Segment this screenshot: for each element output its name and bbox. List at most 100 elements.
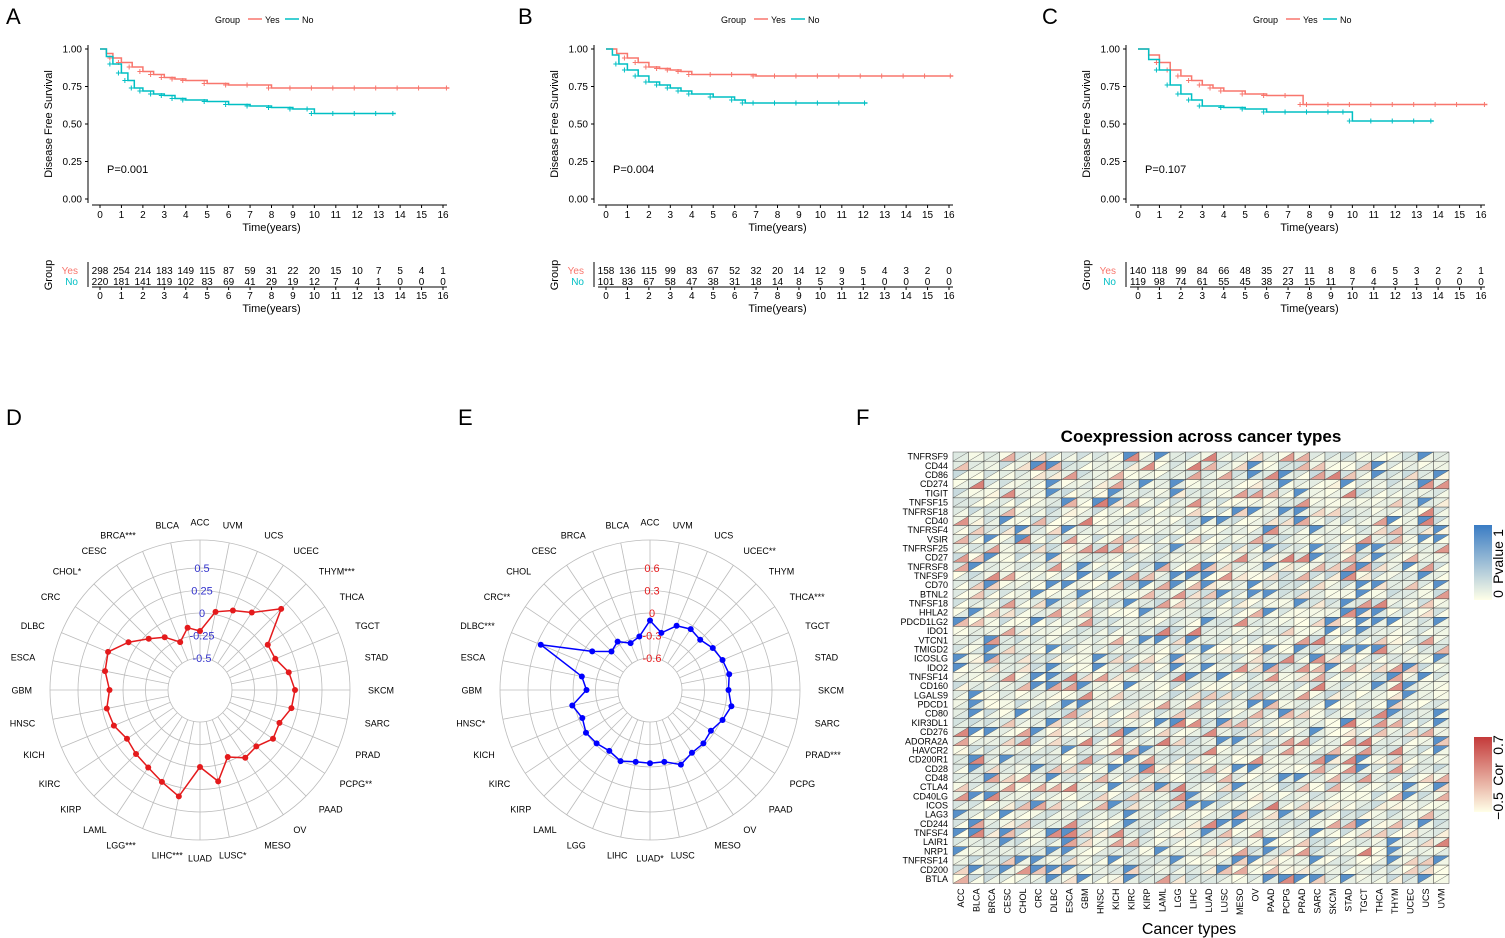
heatmap-cell-diagonal <box>1309 525 1326 535</box>
censor-mark-no <box>793 100 799 106</box>
radar-point <box>687 626 694 633</box>
x-tick-label: 5 <box>1242 210 1248 221</box>
risk-x-tick-label: 4 <box>1221 291 1227 302</box>
heatmap-cell-diagonal <box>1107 552 1124 563</box>
heatmap-cell-diagonal <box>1309 534 1326 544</box>
heatmap-cell-diagonal <box>952 506 969 517</box>
heatmap-cell-diagonal <box>1045 589 1062 600</box>
censor-mark-yes <box>686 72 692 77</box>
heatmap-cell-diagonal <box>1309 580 1326 590</box>
heatmap-cell-diagonal <box>1293 552 1310 563</box>
heatmap-cell-diagonal <box>1278 451 1295 462</box>
risk-count-no: 0 <box>1435 277 1441 288</box>
heatmap-cell-diagonal <box>1355 506 1372 517</box>
heatmap-cell-diagonal <box>1231 543 1248 554</box>
risk-count-yes: 15 <box>330 266 342 277</box>
heatmap-cell-diagonal <box>1402 488 1419 499</box>
heatmap-cell-diagonal <box>968 488 985 499</box>
risk-count-yes: 140 <box>1130 266 1147 277</box>
risk-count-no: 7 <box>333 277 339 288</box>
heatmap-cell-diagonal <box>968 506 985 517</box>
x-tick-label: 2 <box>646 210 652 221</box>
heatmap-cell-diagonal <box>1030 580 1047 590</box>
heatmap-cell-diagonal <box>1169 506 1186 517</box>
censor-mark-no <box>1175 91 1181 97</box>
risk-count-yes: 84 <box>1197 266 1209 277</box>
heatmap-cell-diagonal <box>1402 617 1419 627</box>
censor-mark-no <box>675 88 681 94</box>
radar-category-label: PRAD <box>355 750 381 760</box>
radar-point <box>647 617 653 624</box>
heatmap-cell-diagonal <box>1278 543 1295 554</box>
heatmap-cell-diagonal <box>1107 470 1124 480</box>
heatmap-cell-diagonal <box>1386 543 1403 554</box>
heatmap-cell-diagonal <box>1340 516 1357 526</box>
heatmap-cell-diagonal <box>1061 552 1078 563</box>
radar-category-label: ESCA <box>461 653 486 663</box>
risk-count-yes: 9 <box>839 266 845 277</box>
censor-mark-yes <box>793 73 799 79</box>
heatmap-cell-diagonal <box>1076 534 1093 544</box>
censor-mark-no <box>729 97 735 103</box>
heatmap-cell-diagonal <box>1262 617 1279 627</box>
heatmap-cell-diagonal <box>1216 571 1233 581</box>
risk-count-no: 119 <box>1130 277 1146 288</box>
x-tick-label: 5 <box>710 210 716 221</box>
risk-x-tick-label: 12 <box>352 291 364 302</box>
heatmap-cell-diagonal <box>1154 461 1171 471</box>
heatmap-cell-diagonal <box>983 506 1000 517</box>
heatmap-cell-diagonal <box>1216 607 1233 618</box>
heatmap-cell-diagonal <box>1355 516 1372 526</box>
heatmap-cell-diagonal <box>1371 506 1388 517</box>
heatmap-cell-diagonal <box>1107 598 1124 609</box>
heatmap-cell-diagonal <box>1386 461 1403 471</box>
heatmap-cell-diagonal <box>1185 543 1202 554</box>
heatmap-cell-diagonal <box>1371 516 1388 526</box>
radar-category-label: SARC <box>815 718 841 728</box>
x-tick-label: 11 <box>331 210 342 221</box>
risk-count-yes: 0 <box>946 266 952 277</box>
risk-count-no: 7 <box>1350 277 1356 288</box>
censor-mark-yes <box>266 85 271 91</box>
radar-point <box>537 641 544 648</box>
radar-category-label: DLBC*** <box>460 621 495 631</box>
heatmap-cell-diagonal <box>952 488 969 499</box>
censor-mark-no <box>686 91 692 97</box>
censor-mark-yes <box>900 73 906 79</box>
x-tick-label: 11 <box>837 210 848 221</box>
heatmap-cell-diagonal <box>1371 497 1388 508</box>
heatmap-cell-diagonal <box>983 571 1000 581</box>
heatmap-cell-diagonal <box>1355 451 1372 462</box>
heatmap-cell-diagonal <box>1324 497 1341 508</box>
heatmap-cell-diagonal <box>1433 451 1450 462</box>
censor-mark-no <box>122 78 128 83</box>
heatmap-cell-diagonal <box>1169 451 1186 462</box>
x-tick-label: 12 <box>1390 210 1402 221</box>
censor-mark-yes <box>1454 102 1460 107</box>
heatmap-cell-diagonal <box>1030 561 1047 572</box>
heatmap-cell-diagonal <box>1324 479 1341 489</box>
radar-point <box>177 639 184 646</box>
censor-mark-yes <box>1389 102 1395 107</box>
radar-category-label: BRCA*** <box>100 530 136 540</box>
heatmap-cell-diagonal <box>1200 543 1217 554</box>
radar-spoke <box>222 712 307 797</box>
heatmap-cell-diagonal <box>1014 461 1031 471</box>
heatmap-cell-diagonal <box>999 534 1016 544</box>
heatmap-cell-diagonal <box>1123 488 1140 499</box>
risk-x-tick-label: 15 <box>1454 291 1466 302</box>
heatmap-cell-diagonal <box>968 497 985 508</box>
x-tick-label: 13 <box>879 210 891 221</box>
heatmap-cell-diagonal <box>1278 552 1295 563</box>
heatmap-cell-diagonal <box>1340 451 1357 462</box>
heatmap-cell-diagonal <box>1092 479 1109 489</box>
radar-spoke <box>661 551 708 661</box>
radar-category-label: UCS <box>264 530 283 540</box>
heatmap-cell-diagonal <box>1154 497 1171 508</box>
heatmap-cell-diagonal <box>999 617 1016 627</box>
heatmap-cell-diagonal <box>1247 598 1264 609</box>
heatmap-cell-diagonal <box>952 617 969 627</box>
heatmap-cell-diagonal <box>1433 552 1450 563</box>
heatmap-cell-diagonal <box>1371 561 1388 572</box>
x-tick-label: 7 <box>1285 210 1291 221</box>
